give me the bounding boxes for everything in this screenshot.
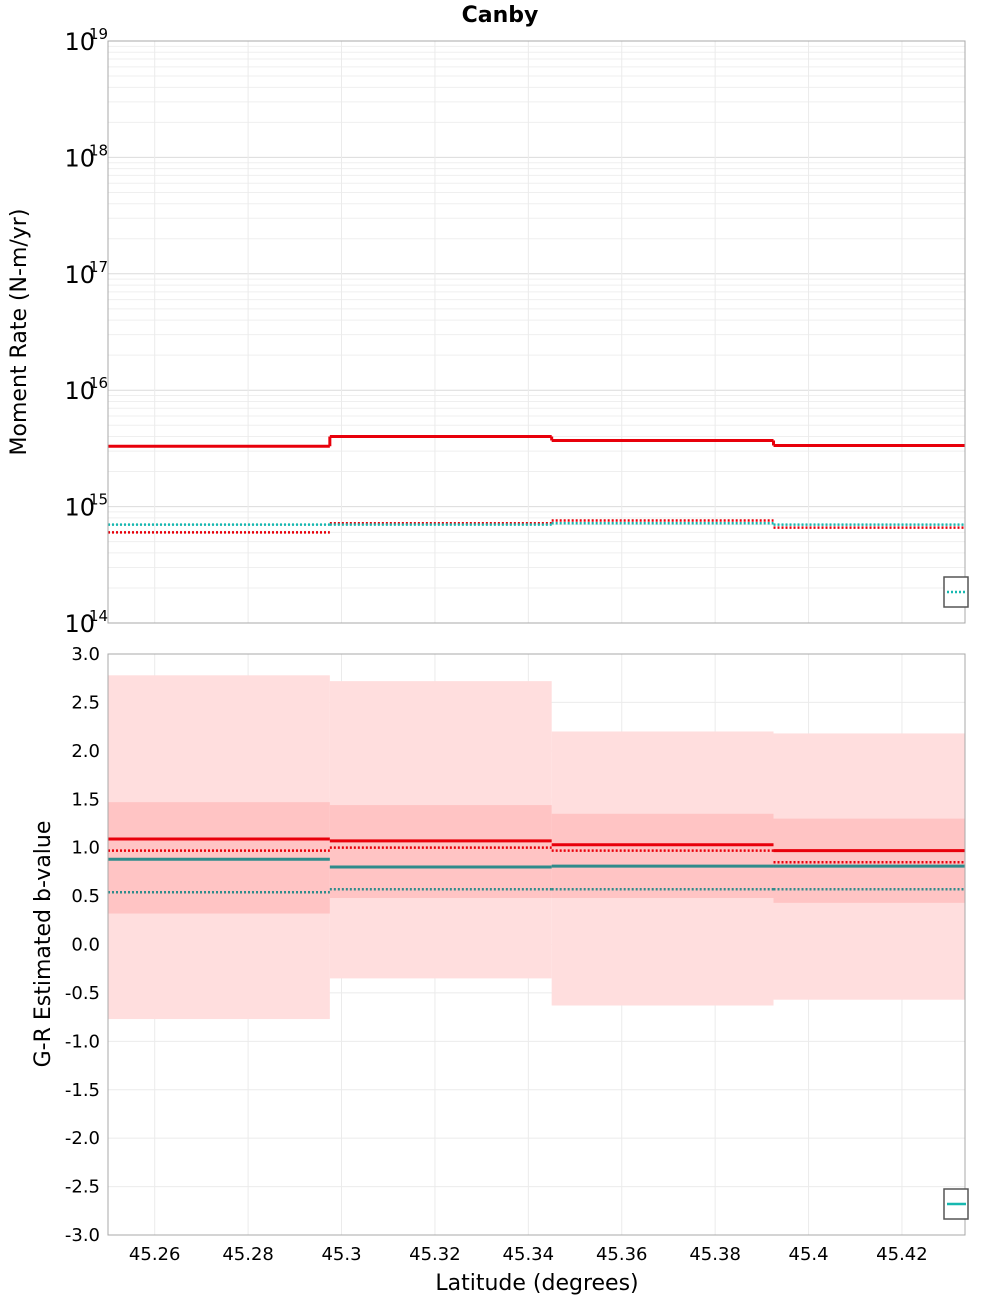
b-value-panel: -3.0 -2.5 -2.0 -1.5 -1.0 -0.5 0.0 0.5 1.0 1.5 2.0 2… [31, 644, 969, 1296]
b-value-y-axis-label: G-R Estimated b-value [31, 821, 56, 1068]
moment-rate-series [108, 435, 965, 534]
latitude-tick-label: 45.38 [689, 1244, 741, 1265]
b-value-tick-label: -2.0 [65, 1128, 100, 1149]
b-value-tick-label: 0.5 [71, 886, 100, 907]
moment-rate-tick-label: 10 [64, 144, 95, 172]
b-value-band-inner-band [329, 805, 552, 899]
b-value-y-ticks: -3.0 -2.5 -2.0 -1.5 -1.0 -0.5 0.0 0.5 1.0 1.5 2.0 2… [65, 644, 100, 1246]
b-value-series [108, 837, 965, 894]
b-value-band-inner-band [773, 818, 965, 903]
b-value-tick-label: -1.5 [65, 1080, 100, 1101]
latitude-x-ticks: 45.26 45.28 45.3 45.32 45.34 45.36 45.38 45.4 45… [129, 1244, 928, 1265]
moment-rate-tick-exponent: 15 [89, 491, 108, 509]
moment-rate-tick-exponent: 14 [89, 607, 108, 625]
b-value-band-inner-band [551, 813, 774, 899]
latitude-tick-label: 45.34 [503, 1244, 555, 1265]
moment-rate-legend[interactable] [943, 576, 969, 608]
latitude-tick-label: 45.3 [321, 1244, 361, 1265]
latitude-tick-label: 45.26 [129, 1244, 181, 1265]
b-value-tick-label: 1.5 [71, 789, 100, 810]
x-axis-label: Latitude (degrees) [435, 1271, 638, 1296]
moment-rate-tick-exponent: 19 [89, 25, 108, 43]
moment-rate-y-axis-label: Moment Rate (N-m/yr) [7, 209, 32, 456]
latitude-tick-label: 45.36 [596, 1244, 648, 1265]
b-value-legend[interactable] [943, 1188, 969, 1220]
b-value-tick-label: -1.0 [65, 1031, 100, 1052]
moment-rate-tick-label: 10 [64, 494, 95, 522]
moment-rate-tick-label: 10 [64, 610, 95, 638]
b-value-tick-label: -2.5 [65, 1177, 100, 1198]
b-value-tick-label: 2.0 [71, 741, 100, 762]
moment-rate-tick-label: 10 [64, 377, 95, 405]
b-value-tick-label: 3.0 [71, 644, 100, 665]
moment-rate-frame [107, 40, 966, 624]
moment-rate-tick-label: 10 [64, 28, 95, 56]
latitude-tick-label: 45.4 [789, 1244, 829, 1265]
b-value-frame [107, 653, 966, 1236]
latitude-tick-label: 45.42 [876, 1244, 928, 1265]
b-value-tick-label: -3.0 [65, 1225, 100, 1246]
moment-rate-tick-exponent: 17 [89, 258, 108, 276]
chart-title: Canby [462, 3, 539, 28]
moment-rate-tick-exponent: 16 [89, 374, 108, 392]
moment-rate-plot-area [108, 41, 965, 623]
b-value-tick-label: 2.5 [71, 692, 100, 713]
b-value-tick-label: 0.0 [71, 935, 100, 956]
latitude-tick-label: 45.32 [409, 1244, 461, 1265]
moment-rate-tick-label: 10 [64, 261, 95, 289]
latitude-tick-label: 45.28 [222, 1244, 274, 1265]
moment-rate-tick-exponent: 18 [89, 141, 108, 159]
b-value-tick-label: 1.0 [71, 838, 100, 859]
b-value-tick-label: -0.5 [65, 983, 100, 1004]
